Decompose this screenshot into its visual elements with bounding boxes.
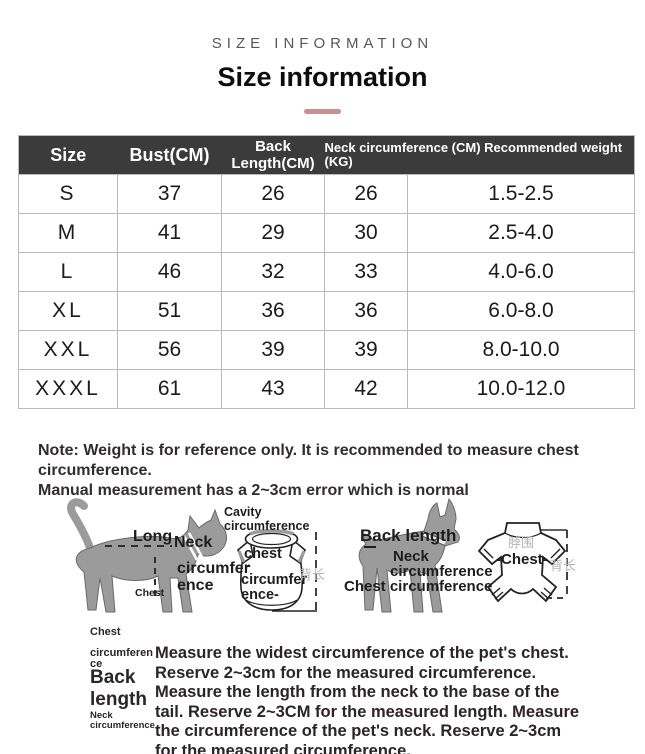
measuring-instructions: Measure the widest circumference of the …: [155, 644, 580, 754]
col-header-size: Size: [18, 135, 118, 175]
col-header-bust: Bust(CM): [117, 135, 222, 175]
cell-weight: 10.0-12.0: [407, 369, 635, 409]
dog-neck-label-line1: Neck: [393, 548, 429, 565]
cell-bust: 61: [117, 369, 222, 409]
dog-suit-backlength-cn-label: 背长: [550, 558, 577, 573]
shirt-chest-label-line2: -: [246, 558, 251, 574]
dog-silhouette: [358, 497, 460, 613]
table-row: S 37 26 26 1.5-2.5: [18, 174, 635, 214]
legend-back-line2: length: [90, 689, 147, 710]
note-line-2: Manual measurement has a 2~3cm error whi…: [38, 482, 469, 499]
shirt-chest-label-line4: ence-: [241, 587, 279, 603]
dog-suit-neck-cn-label: 脖围: [508, 535, 535, 550]
legend-back-length: Back length: [90, 667, 147, 711]
cell-bust: 41: [117, 213, 222, 253]
cell-back: 29: [221, 213, 325, 253]
cat-long-label: Long: [133, 528, 173, 545]
page-title: Size information: [217, 62, 428, 92]
dog-suit-outline: [477, 522, 568, 603]
cell-neck: 26: [324, 174, 408, 214]
legend-chest-sub-line2: ce: [90, 658, 103, 670]
col-header-back-length: Back Length(CM): [221, 135, 325, 175]
cavity-label-line1: Cavity: [224, 505, 262, 519]
cell-size: L: [18, 252, 118, 292]
cell-back: 39: [221, 330, 325, 370]
dog-suit-chest-label: -Chest-: [496, 551, 548, 568]
cell-neck: 36: [324, 291, 408, 331]
cell-bust: 56: [117, 330, 222, 370]
cell-neck: 30: [324, 213, 408, 253]
cat-neck-label-line1: Neck: [174, 534, 213, 551]
legend-neck-line2: circumference: [90, 720, 155, 731]
table-row: XXL 56 39 39 8.0-10.0: [18, 330, 635, 370]
cell-back: 26: [221, 174, 325, 214]
cat-neck-band: [182, 532, 204, 561]
cell-bust: 37: [117, 174, 222, 214]
cell-bust: 46: [117, 252, 222, 292]
cat-chest-label: Chest: [135, 587, 165, 599]
cell-size: M: [18, 213, 118, 253]
cell-neck: 33: [324, 252, 408, 292]
cat-shirt-outline: [237, 529, 317, 612]
size-table: Size Bust(CM) Back Length(CM) Neck circu…: [18, 135, 635, 409]
cell-weight: 6.0-8.0: [407, 291, 635, 331]
cell-back: 36: [221, 291, 325, 331]
cell-size: XL: [18, 291, 118, 331]
cell-size: S: [18, 174, 118, 214]
table-row: XL 51 36 36 6.0-8.0: [18, 291, 635, 331]
cell-back: 32: [221, 252, 325, 292]
legend-back-line1: Back: [90, 667, 136, 688]
legend-neck-line1: Neck: [90, 710, 113, 721]
accent-divider: [304, 109, 341, 114]
table-row: XXXL 61 43 42 10.0-12.0: [18, 369, 635, 409]
cat-neck-label-line2: circumfer: [177, 560, 250, 577]
col-header-neck-weight: Neck circumference (CM) Recommended weig…: [324, 135, 635, 175]
cell-size: XXXL: [18, 369, 118, 409]
dog-chest-circumference-label: Chest circumference: [344, 578, 493, 595]
cell-back: 43: [221, 369, 325, 409]
legend-chest-sub: circumferen ce: [90, 648, 153, 670]
cell-weight: 4.0-6.0: [407, 252, 635, 292]
cavity-label-line2: circumference: [224, 519, 310, 533]
table-row: M 41 29 30 2.5-4.0: [18, 213, 635, 253]
cell-neck: 39: [324, 330, 408, 370]
eyebrow-title: SIZE INFORMATION: [211, 35, 434, 52]
table-row: L 46 32 33 4.0-6.0: [18, 252, 635, 292]
cell-neck: 42: [324, 369, 408, 409]
dog-collar: [422, 532, 446, 545]
cat-neck-label-line3: ence: [177, 577, 214, 594]
cell-weight: 8.0-10.0: [407, 330, 635, 370]
shirt-chest-label-line1: chest: [244, 546, 282, 562]
cell-weight: 2.5-4.0: [407, 213, 635, 253]
shirt-chest-label-line3: circumfer: [241, 572, 308, 588]
legend-chest-title: Chest: [90, 626, 121, 638]
dog-back-length-label: Back length: [360, 526, 457, 545]
legend-neck: Neck circumference: [90, 711, 155, 731]
note-text: Note: Weight is for reference only. It i…: [38, 441, 638, 501]
cat-shirt-backlength-cn-label: 背长: [299, 567, 326, 582]
table-header-row: Size Bust(CM) Back Length(CM) Neck circu…: [18, 135, 635, 175]
cell-weight: 1.5-2.5: [407, 174, 635, 214]
cell-size: XXL: [18, 330, 118, 370]
dog-neck-label-line2: circumference: [390, 563, 493, 580]
note-line-1: Note: Weight is for reference only. It i…: [38, 442, 579, 479]
measurement-diagram: [67, 497, 568, 613]
legend-chest-sub-line1: circumferen: [90, 647, 153, 659]
cell-bust: 51: [117, 291, 222, 331]
cat-silhouette: [67, 498, 228, 613]
